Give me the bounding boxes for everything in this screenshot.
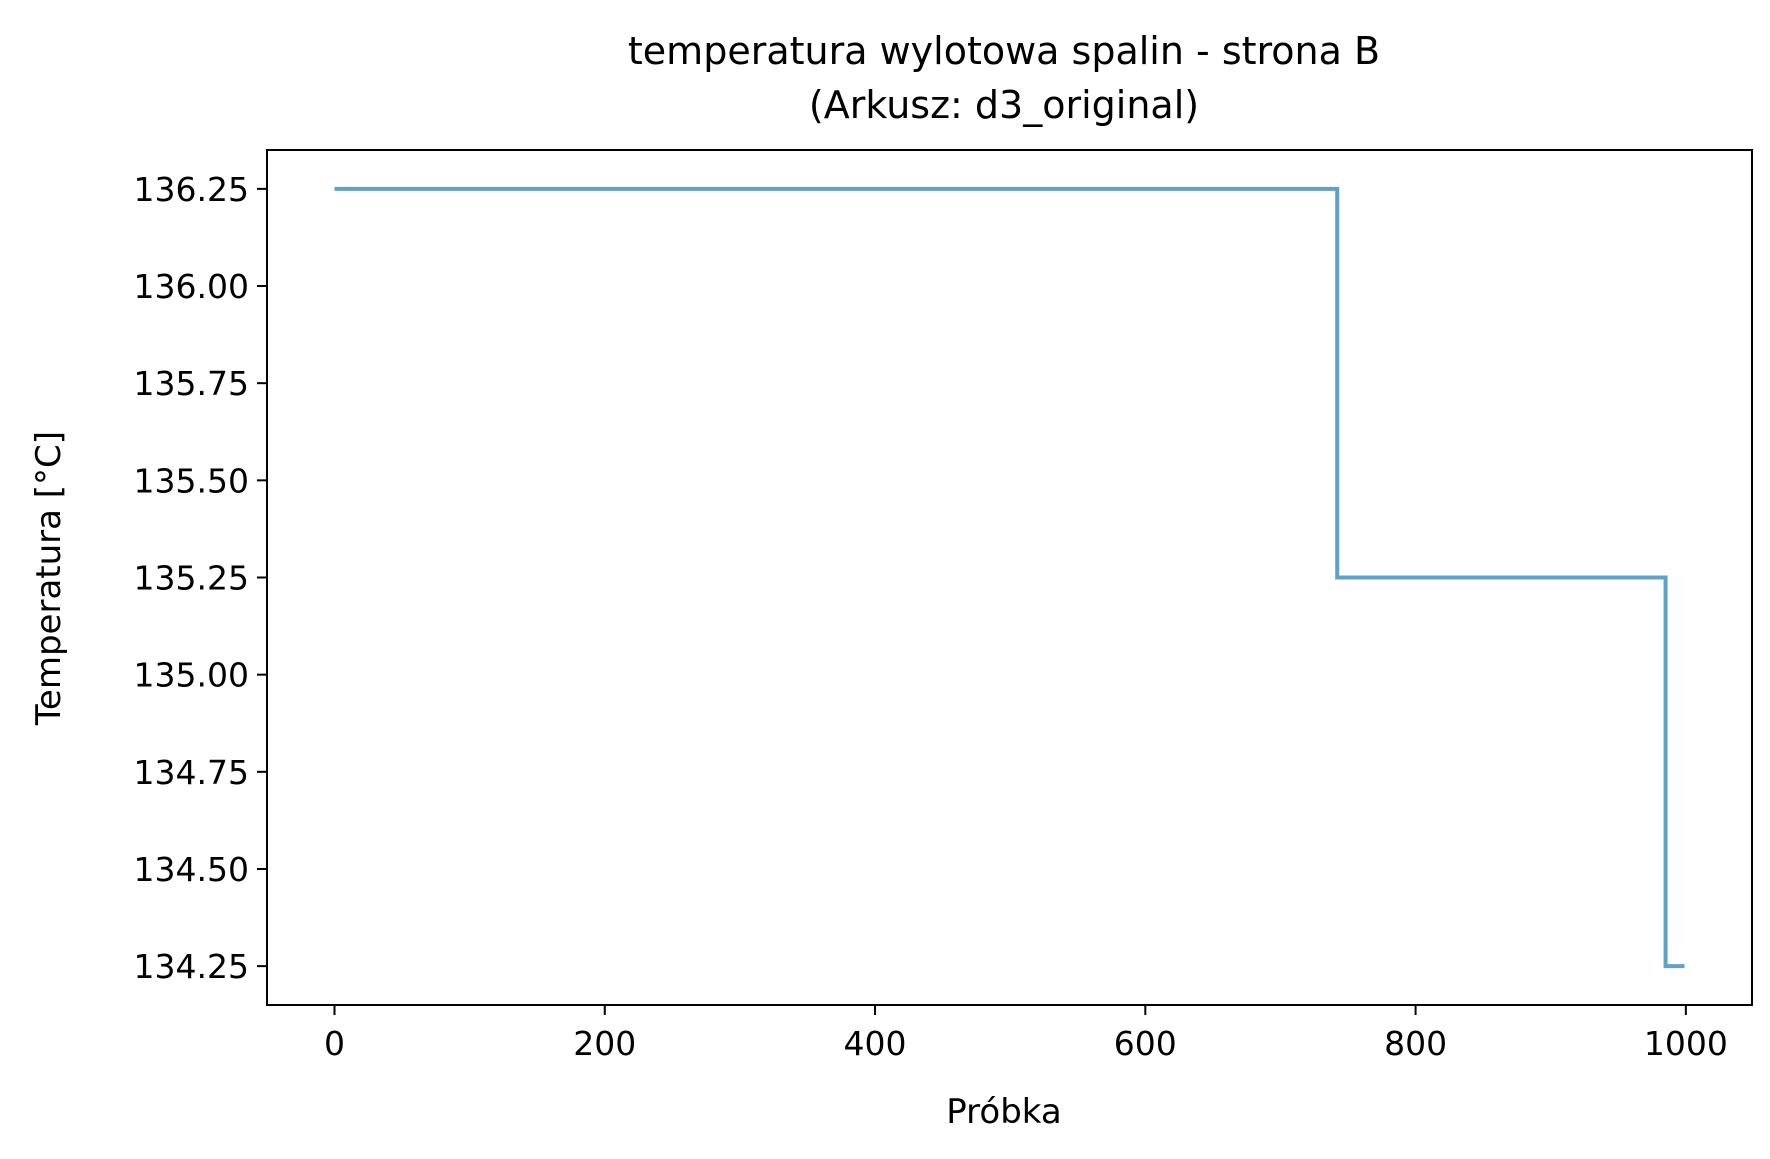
x-axis: 0 200 400 600 800 1000 xyxy=(324,1005,1728,1063)
x-tick-label: 600 xyxy=(1114,1024,1177,1063)
y-tick-label: 134.25 xyxy=(134,947,249,986)
x-tick-label: 400 xyxy=(844,1024,907,1063)
y-tick-label: 134.75 xyxy=(134,753,249,792)
plot-area xyxy=(266,149,1753,1006)
x-tick-label: 800 xyxy=(1384,1024,1447,1063)
x-tick-label: 200 xyxy=(573,1024,636,1063)
y-tick-label: 136.25 xyxy=(134,170,249,209)
series-line-0 xyxy=(334,186,1685,969)
x-axis-label: Próbka xyxy=(946,1092,1061,1132)
x-tick-label: 1000 xyxy=(1644,1024,1728,1063)
y-tick-label: 135.25 xyxy=(134,559,249,598)
y-tick-label: 135.00 xyxy=(134,656,249,695)
chart-title: temperatura wylotowa spalin - strona B xyxy=(628,29,1380,73)
y-tick-label: 136.00 xyxy=(134,267,249,306)
x-tick-label: 0 xyxy=(324,1024,345,1063)
y-tick-label: 135.50 xyxy=(134,461,249,500)
y-axis-label: Temperatura [°C] xyxy=(29,431,69,726)
y-tick-label: 134.50 xyxy=(134,850,249,889)
y-axis: 134.25 134.50 134.75 135.00 135.25 135.50 135.… xyxy=(134,170,267,986)
chart-subtitle: (Arkusz: d3_original) xyxy=(809,83,1199,127)
y-tick-label: 135.75 xyxy=(134,364,249,403)
series-layer xyxy=(334,186,1685,969)
